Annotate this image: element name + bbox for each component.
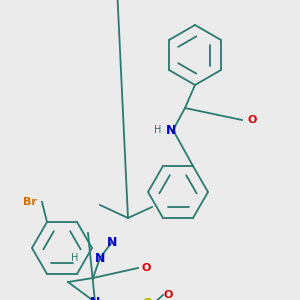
Text: N: N — [166, 124, 176, 136]
Text: N: N — [107, 236, 117, 248]
Text: O: O — [163, 290, 173, 300]
Text: H: H — [71, 253, 79, 263]
Text: S: S — [143, 297, 153, 300]
Text: H: H — [154, 125, 162, 135]
Text: Br: Br — [23, 197, 37, 207]
Text: O: O — [247, 115, 256, 125]
Text: O: O — [142, 263, 152, 273]
Text: N: N — [90, 296, 100, 300]
Text: N: N — [95, 251, 105, 265]
